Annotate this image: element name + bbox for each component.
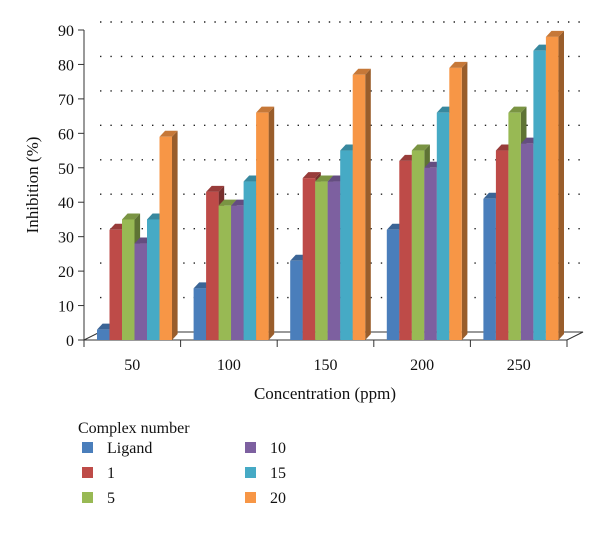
bar-top bbox=[508, 106, 527, 113]
legend-swatch bbox=[245, 467, 256, 478]
y-tick-label: 20 bbox=[58, 264, 74, 281]
bar-top bbox=[159, 130, 178, 137]
bar bbox=[352, 68, 371, 341]
y-tick-label: 60 bbox=[58, 126, 74, 143]
bar-top bbox=[302, 172, 321, 179]
bar-top bbox=[449, 61, 468, 68]
legend-label: 20 bbox=[270, 490, 286, 507]
y-tick-label: 30 bbox=[58, 230, 74, 247]
bar-front bbox=[231, 205, 244, 340]
legend-label: 1 bbox=[107, 465, 115, 482]
legend-swatch bbox=[82, 442, 93, 453]
x-tick-label: 250 bbox=[507, 357, 531, 374]
legend-swatch bbox=[82, 467, 93, 478]
y-tick-label: 40 bbox=[58, 195, 74, 212]
legend-swatch bbox=[245, 492, 256, 503]
bar-front bbox=[256, 112, 269, 341]
legend-label: Ligand bbox=[107, 440, 152, 457]
legend-label: 5 bbox=[107, 490, 115, 507]
bar-top bbox=[206, 185, 225, 192]
bar-side bbox=[558, 30, 564, 341]
legend-swatch bbox=[245, 442, 256, 453]
y-tick-label: 50 bbox=[58, 161, 74, 178]
bar-front bbox=[327, 181, 341, 340]
bar-top bbox=[256, 106, 275, 113]
bar-side bbox=[365, 68, 371, 341]
y-tick-label: 10 bbox=[58, 299, 74, 316]
bar bbox=[545, 30, 564, 341]
bar-side bbox=[172, 130, 178, 340]
x-tick-label: 150 bbox=[314, 357, 338, 374]
legend-swatch bbox=[82, 492, 93, 503]
bar-front bbox=[352, 74, 366, 341]
bar-front bbox=[290, 260, 303, 340]
legend-item: Ligand bbox=[82, 440, 152, 457]
bar-top bbox=[411, 144, 430, 151]
bar-front bbox=[399, 160, 412, 340]
bar-front bbox=[340, 150, 353, 340]
bar-front bbox=[545, 36, 559, 341]
legend-item: 20 bbox=[245, 490, 286, 507]
bar-front bbox=[302, 178, 316, 340]
bar-front bbox=[495, 150, 509, 340]
bar-side bbox=[268, 106, 275, 341]
bar-front bbox=[147, 219, 160, 340]
bar-top bbox=[122, 213, 141, 220]
legend-item: 1 bbox=[82, 465, 115, 482]
bar-front bbox=[134, 243, 147, 340]
legend-item: 5 bbox=[82, 490, 115, 507]
x-tick-label: 100 bbox=[217, 357, 241, 374]
bar-front bbox=[520, 143, 534, 340]
legend-label: 10 bbox=[270, 440, 286, 457]
bar-front bbox=[315, 181, 328, 340]
x-tick-label: 50 bbox=[124, 357, 140, 374]
axis-labels: Inhibition (%) Concentration (ppm) bbox=[23, 137, 396, 403]
bar-front bbox=[193, 288, 207, 340]
bar-front bbox=[533, 50, 546, 341]
bar bbox=[159, 130, 178, 340]
bar-front bbox=[386, 229, 400, 340]
bar-top bbox=[545, 30, 564, 37]
bar-side bbox=[461, 61, 468, 341]
bar-front bbox=[436, 112, 450, 341]
legend-title: Complex number bbox=[78, 420, 190, 437]
bar-front bbox=[97, 329, 110, 340]
bar-front bbox=[508, 112, 521, 341]
bar-top bbox=[218, 199, 237, 206]
y-axis-title: Inhibition (%) bbox=[23, 137, 42, 234]
y-tick-label: 90 bbox=[58, 23, 74, 40]
legend-label: 15 bbox=[270, 465, 286, 482]
y-tick-label: 80 bbox=[58, 57, 74, 74]
bar-front bbox=[206, 191, 219, 340]
bar-front bbox=[449, 67, 462, 340]
x-tick-label: 200 bbox=[410, 357, 434, 374]
legend-item: 15 bbox=[245, 465, 286, 482]
bar-front bbox=[411, 150, 425, 340]
bar-front bbox=[159, 136, 172, 340]
y-tick-label: 0 bbox=[66, 333, 74, 350]
bar bbox=[449, 61, 468, 341]
bar-front bbox=[218, 205, 232, 340]
legend-item: 10 bbox=[245, 440, 286, 457]
bars bbox=[97, 30, 564, 341]
bar-front bbox=[424, 167, 437, 340]
bar-top bbox=[315, 175, 334, 182]
y-tick-label: 70 bbox=[58, 92, 74, 109]
bar-front bbox=[243, 181, 257, 340]
bar bbox=[256, 106, 275, 341]
bar-top bbox=[352, 68, 371, 75]
bar-front bbox=[483, 198, 496, 340]
bar-front bbox=[122, 219, 135, 340]
bar-front bbox=[109, 229, 122, 340]
x-axis-title: Concentration (ppm) bbox=[254, 384, 396, 403]
